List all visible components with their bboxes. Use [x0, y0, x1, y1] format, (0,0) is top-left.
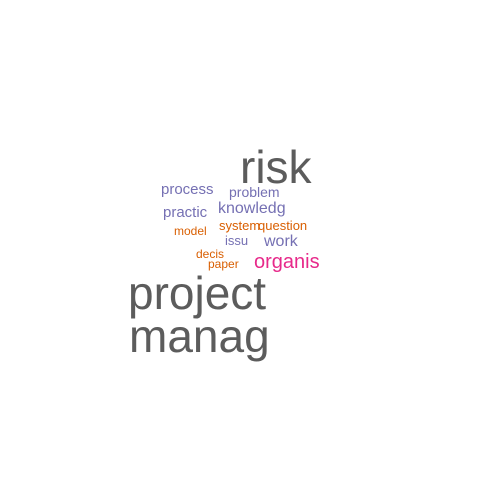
word-issu: issu — [225, 233, 249, 248]
word-manag: manag — [129, 310, 270, 362]
word-organis: organis — [254, 251, 320, 273]
word-question: question — [258, 218, 308, 233]
word-work: work — [264, 233, 298, 250]
word-knowledg: knowledg — [218, 200, 286, 217]
word-system: system — [219, 218, 261, 233]
word-practic: practic — [163, 204, 208, 221]
word-model: model — [174, 224, 207, 238]
word-decis: decis — [196, 247, 225, 261]
word-problem: problem — [229, 184, 280, 200]
word-risk: risk — [240, 141, 312, 193]
word-project: project — [128, 267, 267, 319]
word-process: process — [161, 181, 214, 198]
word-paper: paper — [208, 257, 239, 271]
